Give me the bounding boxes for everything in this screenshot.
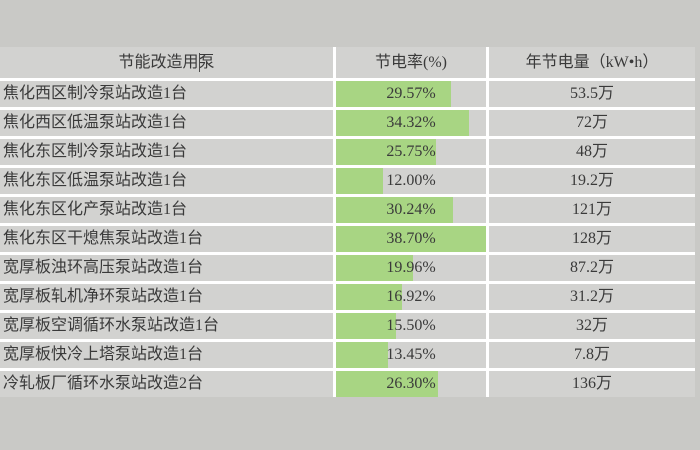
annual-cell[interactable]: 7.8万 xyxy=(489,342,695,368)
rate-cell[interactable]: 30.24% xyxy=(336,197,486,223)
pump-name: 焦化东区低温泵站改造1台 xyxy=(3,172,188,189)
rate-cell[interactable]: 19.96% xyxy=(336,255,486,281)
pump-name: 焦化西区低温泵站改造1台 xyxy=(3,114,188,131)
header-cell-rate[interactable]: 节电率(%) xyxy=(336,47,486,78)
pump-name: 焦化西区制冷泵站改造1台 xyxy=(3,85,188,102)
rate-value: 12.00% xyxy=(386,172,436,189)
annual-value: 128万 xyxy=(571,230,612,247)
pump-name: 宽厚板空调循环水泵站改造1台 xyxy=(3,317,220,334)
rate-data-bar xyxy=(336,255,414,281)
annual-cell[interactable]: 136万 xyxy=(489,371,695,397)
pump-name-cell[interactable]: 宽厚板轧机净环泵站改造1台 xyxy=(0,284,333,310)
rate-value: 38.70% xyxy=(386,230,436,247)
text-cursor xyxy=(199,53,200,72)
pump-name-cell[interactable]: 宽厚板空调循环水泵站改造1台 xyxy=(0,313,333,339)
pump-name: 焦化东区化产泵站改造1台 xyxy=(3,201,188,218)
rate-data-bar xyxy=(336,342,389,368)
rate-data-bar xyxy=(336,226,486,252)
rate-value: 13.45% xyxy=(386,346,436,363)
annual-cell[interactable]: 48万 xyxy=(489,139,695,165)
pump-name: 冷轧板厂循环水泵站改造2台 xyxy=(3,375,204,392)
header-label-rate: 节电率(%) xyxy=(375,53,447,71)
pump-name: 宽厚板浊环高压泵站改造1台 xyxy=(3,259,204,276)
rate-value: 26.30% xyxy=(386,375,436,392)
rate-cell[interactable]: 29.57% xyxy=(336,81,486,107)
header-label-pump: 节能改造用泵 xyxy=(118,53,215,71)
annual-cell[interactable]: 31.2万 xyxy=(489,284,695,310)
rate-data-bar xyxy=(336,284,402,310)
pump-name-cell[interactable]: 焦化东区化产泵站改造1台 xyxy=(0,197,333,223)
annual-cell[interactable]: 53.5万 xyxy=(489,81,695,107)
pump-name-cell[interactable]: 冷轧板厂循环水泵站改造2台 xyxy=(0,371,333,397)
pump-name-cell[interactable]: 焦化西区制冷泵站改造1台 xyxy=(0,81,333,107)
pump-name-cell[interactable]: 焦化东区低温泵站改造1台 xyxy=(0,168,333,194)
rate-cell[interactable]: 26.30% xyxy=(336,371,486,397)
annual-cell[interactable]: 32万 xyxy=(489,313,695,339)
rate-data-bar xyxy=(336,168,383,194)
annual-cell[interactable]: 72万 xyxy=(489,110,695,136)
annual-value: 31.2万 xyxy=(569,288,614,305)
rate-value: 29.57% xyxy=(386,85,436,102)
annual-cell[interactable]: 87.2万 xyxy=(489,255,695,281)
annual-value: 19.2万 xyxy=(569,172,614,189)
rate-data-bar xyxy=(336,139,436,165)
rate-cell[interactable]: 15.50% xyxy=(336,313,486,339)
annual-cell[interactable]: 128万 xyxy=(489,226,695,252)
header-label-annual: 年节电量（kW•h） xyxy=(525,53,659,71)
annual-value: 32万 xyxy=(575,317,608,334)
rate-data-bar xyxy=(336,81,451,107)
rate-value: 34.32% xyxy=(386,114,436,131)
pump-name: 宽厚板轧机净环泵站改造1台 xyxy=(3,288,204,305)
rate-value: 19.96% xyxy=(386,259,436,276)
header-cell-pump[interactable]: 节能改造用泵 xyxy=(0,47,333,78)
rate-value: 30.24% xyxy=(386,201,436,218)
rate-cell[interactable]: 12.00% xyxy=(336,168,486,194)
rate-cell[interactable]: 16.92% xyxy=(336,284,486,310)
rate-value: 15.50% xyxy=(386,317,436,334)
annual-value: 7.8万 xyxy=(573,346,610,363)
annual-value: 121万 xyxy=(571,201,612,218)
rate-value: 16.92% xyxy=(386,288,436,305)
pump-name-cell[interactable]: 宽厚板快冷上塔泵站改造1台 xyxy=(0,342,333,368)
pump-name-cell[interactable]: 焦化东区制冷泵站改造1台 xyxy=(0,139,333,165)
annual-value: 87.2万 xyxy=(569,259,614,276)
annual-cell[interactable]: 121万 xyxy=(489,197,695,223)
annual-value: 48万 xyxy=(575,143,608,160)
rate-cell[interactable]: 34.32% xyxy=(336,110,486,136)
energy-saving-table: 节能改造用泵 节电率(%) 年节电量（kW•h） 焦化西区制冷泵站改造1台 29… xyxy=(0,47,695,397)
rate-data-bar xyxy=(336,110,470,136)
rate-data-bar xyxy=(336,313,397,339)
pump-name-cell[interactable]: 焦化西区低温泵站改造1台 xyxy=(0,110,333,136)
rate-cell[interactable]: 25.75% xyxy=(336,139,486,165)
pump-name: 宽厚板快冷上塔泵站改造1台 xyxy=(3,346,204,363)
pump-name: 焦化东区制冷泵站改造1台 xyxy=(3,143,188,160)
annual-value: 72万 xyxy=(575,114,608,131)
rate-cell[interactable]: 13.45% xyxy=(336,342,486,368)
rate-value: 25.75% xyxy=(386,143,436,160)
annual-value: 53.5万 xyxy=(569,85,614,102)
rate-data-bar xyxy=(336,371,438,397)
annual-cell[interactable]: 19.2万 xyxy=(489,168,695,194)
pump-name-cell[interactable]: 宽厚板浊环高压泵站改造1台 xyxy=(0,255,333,281)
header-cell-annual[interactable]: 年节电量（kW•h） xyxy=(489,47,695,78)
pump-name-cell[interactable]: 焦化东区干熄焦泵站改造1台 xyxy=(0,226,333,252)
annual-value: 136万 xyxy=(571,375,612,392)
rate-data-bar xyxy=(336,197,454,223)
rate-cell[interactable]: 38.70% xyxy=(336,226,486,252)
pump-name: 焦化东区干熄焦泵站改造1台 xyxy=(3,230,204,247)
